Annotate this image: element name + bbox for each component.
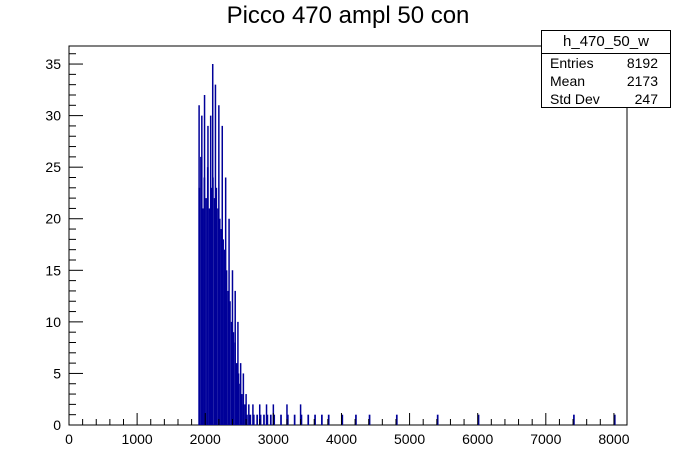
histogram-bin [223, 249, 226, 425]
plot-area-border [68, 45, 628, 426]
chart-title: Picco 470 ampl 50 con [226, 2, 470, 29]
histogram-bin [220, 229, 223, 425]
histogram-bin [307, 414, 310, 425]
histogram-bin [613, 414, 616, 425]
histogram-bin [256, 414, 259, 425]
stats-std-label: Std Dev [550, 91, 600, 107]
histogram-bin [314, 414, 316, 425]
histogram-bin [227, 290, 230, 425]
histogram-bin [205, 198, 207, 425]
y-tick-label: 25 [45, 159, 61, 175]
histogram-bin [225, 270, 228, 425]
stats-row-entries: Entries 8192 [542, 54, 670, 72]
histogram-bin [355, 414, 357, 425]
histogram-bin [321, 414, 323, 425]
stats-mean-value: 2173 [626, 73, 658, 89]
stats-row-std: Std Dev 247 [542, 90, 670, 108]
histogram-bin [266, 414, 269, 425]
x-tick-label: 6000 [462, 431, 493, 447]
histogram-bin [200, 156, 202, 425]
histogram-bin [215, 187, 218, 425]
histogram-bin [230, 321, 233, 425]
histogram-bin [293, 414, 296, 425]
histogram-bin [213, 198, 216, 425]
y-tick-label: 10 [45, 314, 61, 330]
x-tick-label: 1000 [122, 431, 153, 447]
histogram-bin [273, 414, 276, 425]
histogram-bin [217, 208, 219, 425]
x-tick-label: 7000 [530, 431, 561, 447]
histogram-bin [244, 404, 247, 425]
y-tick-label: 15 [45, 262, 61, 278]
plot-frame [68, 45, 628, 426]
y-tick-label: 5 [53, 365, 61, 381]
stats-entries-label: Entries [550, 55, 594, 71]
histogram-bin [280, 414, 282, 425]
stats-entries-value: 8192 [626, 55, 658, 71]
x-tick-label: 3000 [258, 431, 289, 447]
histogram-bin [300, 414, 303, 425]
histogram-bin [477, 414, 480, 425]
x-tick-label: 4000 [326, 431, 357, 447]
x-tick-label: 2000 [190, 431, 221, 447]
stats-histogram-name: h_470_50_w [542, 31, 670, 54]
y-tick-label: 35 [45, 56, 61, 72]
stats-box: h_470_50_w Entries 8192 Mean 2173 Std De… [541, 30, 671, 108]
histogram-bin [208, 208, 211, 425]
histogram-bin [240, 394, 243, 425]
axes: 0 1000 2000 3000 4000 5000 6000 7000 8000 0 5 10 15 2… [45, 53, 630, 447]
histogram-bin [249, 414, 252, 425]
histogram-bin [222, 239, 224, 425]
histogram-bin [573, 414, 575, 425]
stats-std-value: 247 [634, 91, 658, 107]
histogram-bin [252, 414, 255, 425]
histogram-bin [286, 414, 289, 425]
histogram-bin [263, 414, 265, 425]
histogram-bin [341, 414, 344, 425]
histogram-bars [198, 64, 616, 425]
histogram-bin [368, 414, 371, 425]
x-tick-label: 8000 [598, 431, 629, 447]
histogram-bin [229, 301, 231, 425]
histogram-bin [436, 414, 439, 425]
y-tick-label: 0 [53, 417, 61, 433]
histogram-bin [232, 332, 235, 425]
histogram-bin [246, 414, 248, 425]
y-tick-label: 20 [45, 211, 61, 227]
histogram-bin [201, 208, 204, 425]
stats-mean-label: Mean [550, 73, 586, 89]
histogram-bin [259, 414, 262, 425]
histogram-bin [235, 363, 238, 425]
x-tick-label: 5000 [394, 431, 425, 447]
x-tick-label: 0 [65, 431, 73, 447]
histogram-bin [395, 414, 398, 425]
histogram-bin [218, 218, 221, 425]
stats-row-mean: Mean 2173 [542, 72, 670, 90]
y-tick-label: 30 [45, 108, 61, 124]
histogram-bin [327, 414, 330, 425]
histogram-bin [269, 414, 272, 425]
